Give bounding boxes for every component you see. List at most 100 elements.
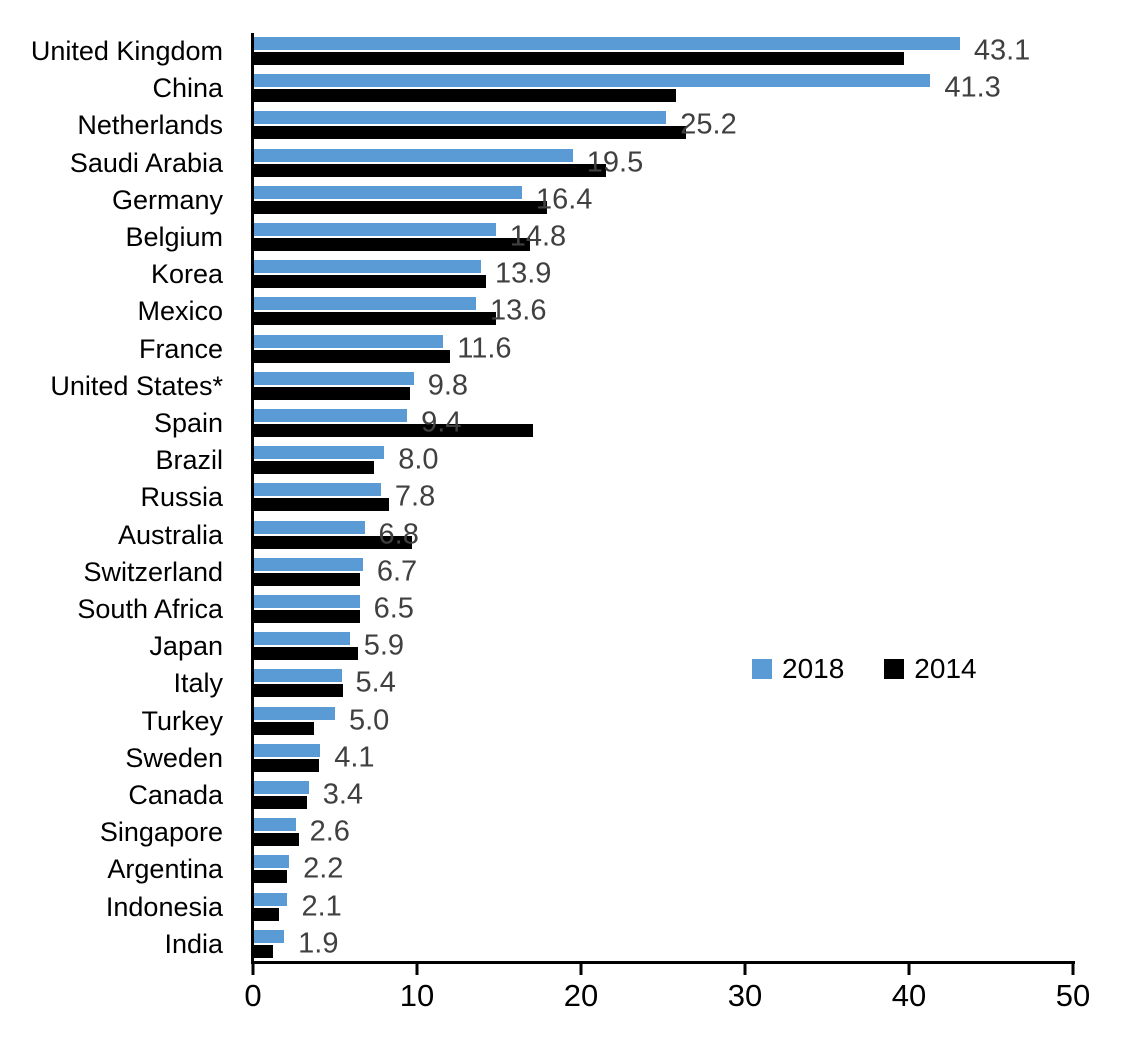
- bar-2014: [253, 89, 677, 103]
- bar-2014: [253, 52, 905, 65]
- value-label: 14.8: [509, 220, 567, 253]
- bar-2014: [253, 758, 319, 772]
- x-axis-tick-label: 30: [727, 978, 763, 1013]
- x-axis-tick: [743, 964, 747, 975]
- bar-2014: [253, 312, 496, 326]
- chart-row: Argentina 2.2: [0, 851, 1123, 888]
- chart-row: Sweden 4.1: [0, 740, 1123, 777]
- category-label: Korea: [150, 259, 223, 290]
- value-label: 16.4: [535, 183, 593, 216]
- bar-group: 3.4: [253, 777, 1123, 814]
- bar-2014: [253, 944, 273, 958]
- value-label: 25.2: [680, 108, 737, 141]
- bar-group: 11.6: [253, 331, 1123, 368]
- value-label: 6.7: [376, 555, 418, 588]
- bar-group: 9.8: [253, 368, 1123, 405]
- bar-2014: [253, 498, 390, 512]
- value-label: 43.1: [973, 34, 1031, 67]
- chart-row: Brazil 8.0: [0, 442, 1123, 479]
- value-label: 8.0: [398, 443, 439, 476]
- value-label: 1.9: [298, 927, 339, 960]
- category-label: Saudi Arabia: [69, 147, 223, 178]
- chart-row: China 41.3: [0, 70, 1123, 107]
- chart-row: United Kingdom 43.1: [0, 33, 1123, 70]
- bar-2018: [253, 855, 290, 869]
- bar-group: 6.7: [253, 554, 1123, 591]
- category-label: Indonesia: [105, 891, 223, 922]
- bar-2018: [253, 74, 931, 88]
- bar-group: 8.0: [253, 442, 1123, 479]
- bar-2018: [253, 706, 335, 720]
- value-label: 41.3: [944, 71, 1001, 104]
- chart-row: Australia 6.8: [0, 517, 1123, 554]
- chart-row: France 11.6: [0, 331, 1123, 368]
- bar-2014: [253, 535, 413, 549]
- bar-group: 2.6: [253, 814, 1123, 851]
- chart-row: India 1.9: [0, 926, 1123, 963]
- category-label: Spain: [153, 408, 223, 438]
- category-label: Belgium: [125, 222, 223, 252]
- chart-row: Russia 7.8: [0, 479, 1123, 516]
- bar-2018: [253, 148, 573, 162]
- category-label: Italy: [173, 668, 223, 699]
- value-label: 2.2: [303, 852, 344, 885]
- legend-swatch-2018-icon: [752, 659, 772, 679]
- chart-row: United States* 9.8: [0, 368, 1123, 405]
- legend-swatch-2014-icon: [884, 659, 905, 679]
- bar-group: 6.5: [253, 591, 1123, 628]
- legend: 2018 2014: [752, 655, 977, 683]
- chart-row: Germany 16.4: [0, 182, 1123, 219]
- bar-2014: [253, 721, 314, 735]
- x-axis-tick-label: 50: [1055, 978, 1091, 1013]
- value-label: 5.0: [349, 704, 390, 737]
- legend-item-2018: 2018: [752, 655, 844, 683]
- bar-group: 4.1: [253, 740, 1123, 777]
- category-label: Japan: [149, 631, 223, 662]
- chart-row: Singapore 2.6: [0, 814, 1123, 851]
- bar-2018: [253, 929, 285, 943]
- bar-2018: [253, 595, 360, 608]
- value-label: 13.6: [490, 294, 547, 327]
- category-label: South Africa: [77, 594, 223, 624]
- bar-2018: [253, 37, 960, 50]
- value-label: 2.1: [301, 890, 342, 923]
- category-label: Canada: [128, 780, 223, 810]
- bar-group: 13.6: [253, 293, 1123, 330]
- value-label: 7.8: [394, 480, 436, 513]
- category-label: Mexico: [137, 296, 223, 327]
- bar-2018: [253, 371, 414, 385]
- bar-2014: [253, 610, 360, 623]
- bar-2014: [253, 275, 486, 289]
- x-axis-tick: [251, 964, 255, 975]
- bar-2014: [253, 126, 686, 140]
- category-label: Sweden: [125, 742, 223, 773]
- bar-2014: [253, 572, 360, 586]
- bar-group: 25.2: [253, 107, 1123, 144]
- bar-2018: [253, 483, 381, 497]
- category-label: China: [152, 73, 223, 104]
- x-axis-tick: [1071, 964, 1075, 975]
- bar-group: 5.0: [253, 703, 1123, 740]
- value-label: 4.1: [334, 741, 375, 774]
- bar-2018: [253, 223, 496, 236]
- x-axis-tick: [415, 964, 419, 975]
- chart-row: South Africa 6.5: [0, 591, 1123, 628]
- chart-row: Belgium 14.8: [0, 219, 1123, 256]
- chart-row: Turkey 5.0: [0, 703, 1123, 740]
- x-axis-tick: [907, 964, 911, 975]
- chart-row: Netherlands 25.2: [0, 107, 1123, 144]
- category-label: France: [138, 333, 223, 364]
- bar-2014: [253, 424, 534, 437]
- chart-row: Mexico 13.6: [0, 293, 1123, 330]
- bar-2014: [253, 386, 411, 400]
- bar-group: 5.4: [253, 665, 1123, 702]
- bar-group: 2.2: [253, 851, 1123, 888]
- bar-group: 9.4: [253, 405, 1123, 442]
- value-label: 6.5: [373, 592, 414, 625]
- category-label: Australia: [117, 519, 223, 550]
- chart-row: Spain 9.4: [0, 405, 1123, 442]
- bar-group: 7.8: [253, 479, 1123, 516]
- bar-group: 16.4: [253, 182, 1123, 219]
- chart-row: Italy 5.4: [0, 665, 1123, 702]
- bar-group: 5.9: [253, 628, 1123, 665]
